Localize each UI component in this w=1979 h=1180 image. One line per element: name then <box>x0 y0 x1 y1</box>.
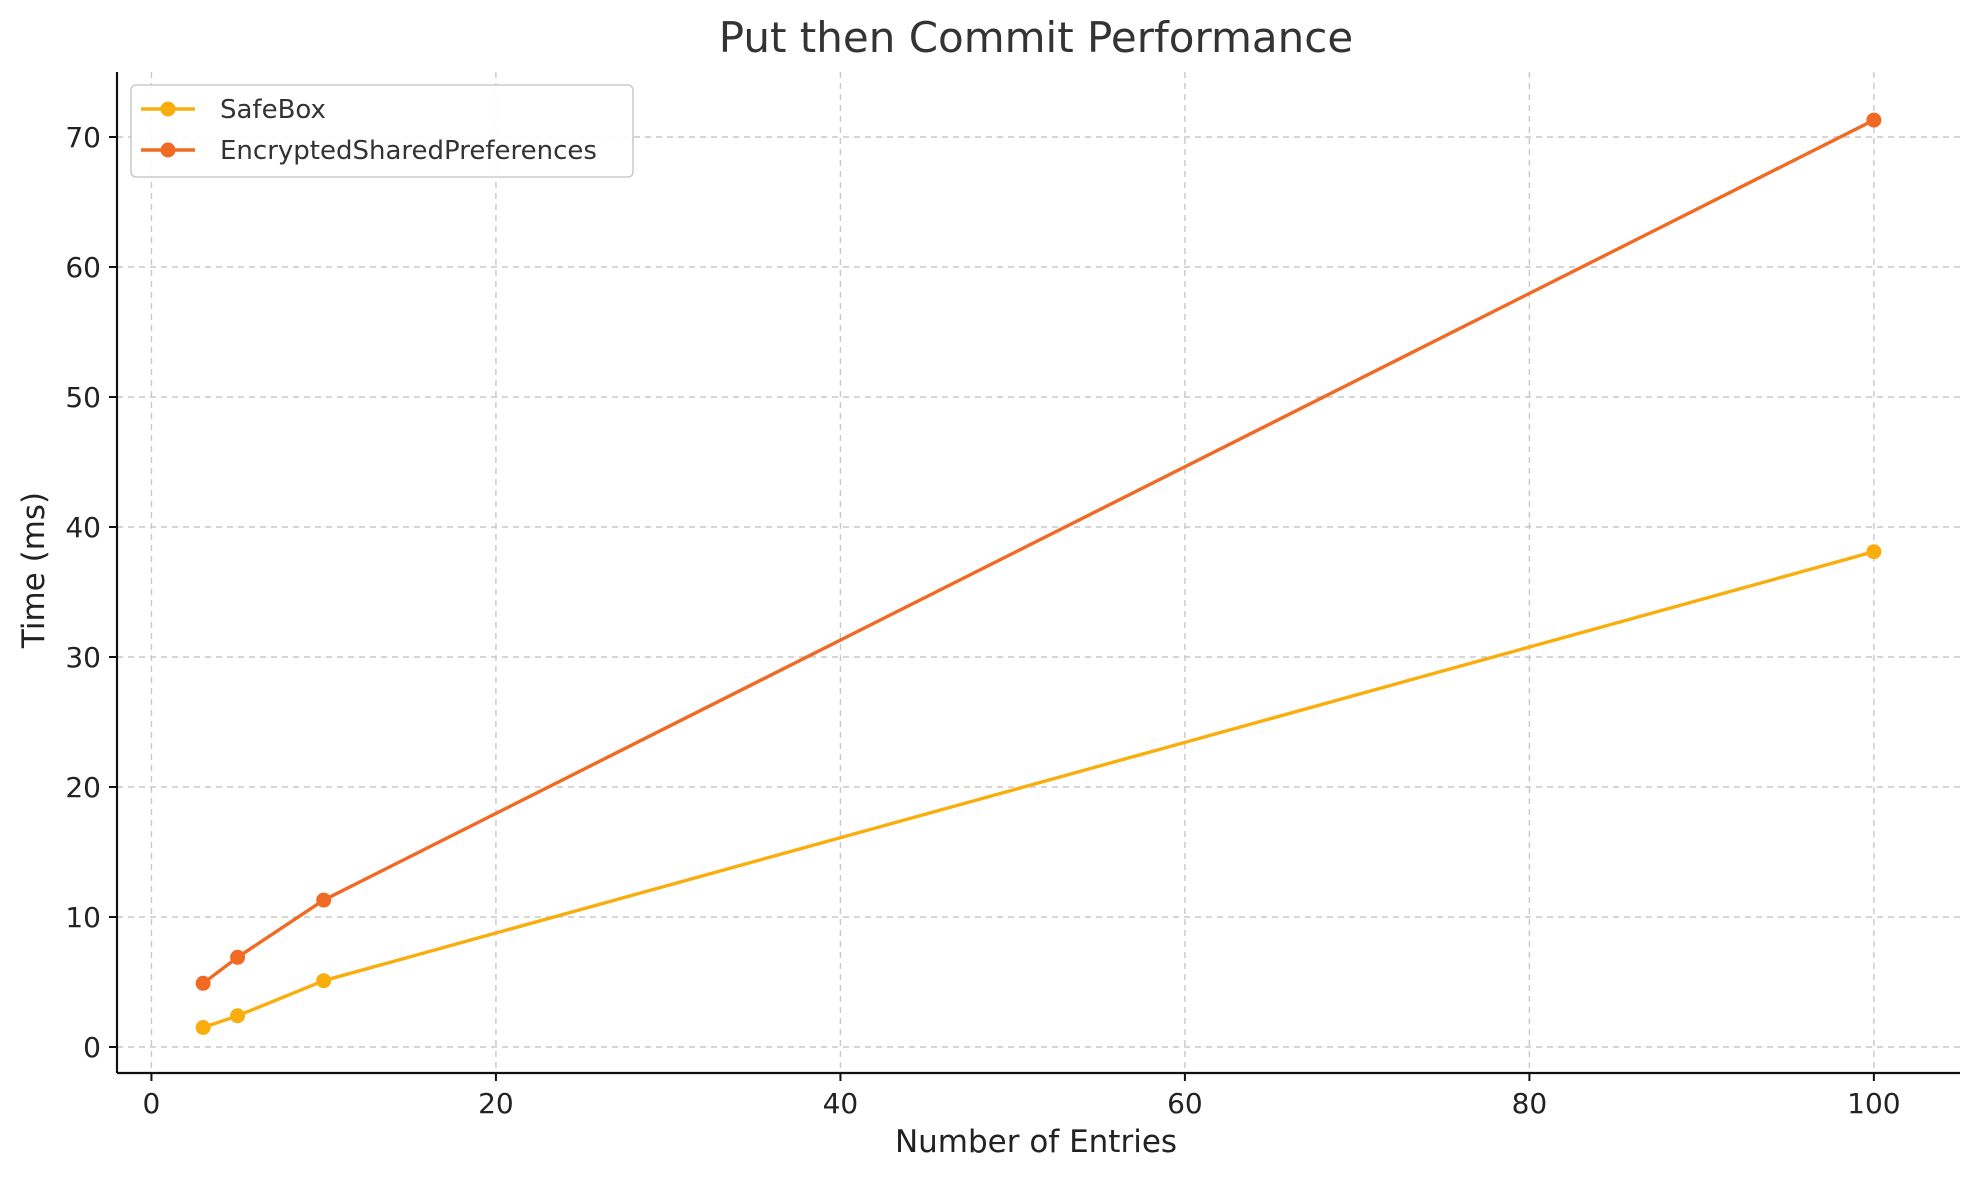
legend: SafeBox EncryptedSharedPreferences <box>130 84 634 178</box>
series-layer <box>195 112 1882 1035</box>
data-point-encryptedsharedpreferences <box>1866 112 1882 128</box>
data-point-safebox <box>195 1020 211 1035</box>
x-axis-label: Number of Entries <box>895 1124 1177 1160</box>
legend-label-safebox: SafeBox <box>220 95 326 125</box>
x-tick-label: 60 <box>1167 1087 1203 1120</box>
x-tick-label: 80 <box>1512 1087 1548 1120</box>
legend-box <box>130 84 634 178</box>
data-point-encryptedsharedpreferences <box>316 892 332 908</box>
y-tick-label: 50 <box>65 381 101 414</box>
y-tick-label: 40 <box>65 511 101 544</box>
legend-swatch-marker-encryptedsharedpreferences <box>160 142 176 158</box>
y-tick-label: 10 <box>65 901 101 934</box>
y-tick-label: 60 <box>65 251 101 284</box>
grid-lines <box>117 72 1960 1073</box>
data-point-safebox <box>316 973 332 989</box>
x-tick-label: 40 <box>823 1087 859 1120</box>
tick-labels: 0 20 40 60 80 100 0 10 20 30 40 50 60 70 <box>65 121 1900 1120</box>
data-point-safebox <box>1866 544 1882 560</box>
y-tick-label: 70 <box>65 121 101 154</box>
x-tick-label: 100 <box>1847 1087 1900 1120</box>
legend-label-encryptedsharedpreferences: EncryptedSharedPreferences <box>220 136 597 166</box>
y-tick-label: 30 <box>65 641 101 674</box>
series-line-encryptedsharedpreferences <box>202 118 1875 985</box>
axes <box>109 72 1960 1081</box>
x-tick-label: 20 <box>478 1087 514 1120</box>
series-line-safebox <box>202 550 1875 1030</box>
data-point-encryptedsharedpreferences <box>195 975 211 991</box>
legend-swatch-marker-safebox <box>160 101 176 117</box>
data-point-encryptedsharedpreferences <box>230 949 246 965</box>
y-tick-label: 0 <box>83 1031 101 1064</box>
x-tick-label: 0 <box>143 1087 161 1120</box>
data-point-safebox <box>230 1008 246 1024</box>
chart-title: Put then Commit Performance <box>719 13 1353 62</box>
y-tick-label: 20 <box>65 771 101 804</box>
y-axis-label: Time (ms) <box>16 492 52 649</box>
series-encryptedsharedpreferences <box>195 112 1882 991</box>
series-safebox <box>195 544 1882 1035</box>
